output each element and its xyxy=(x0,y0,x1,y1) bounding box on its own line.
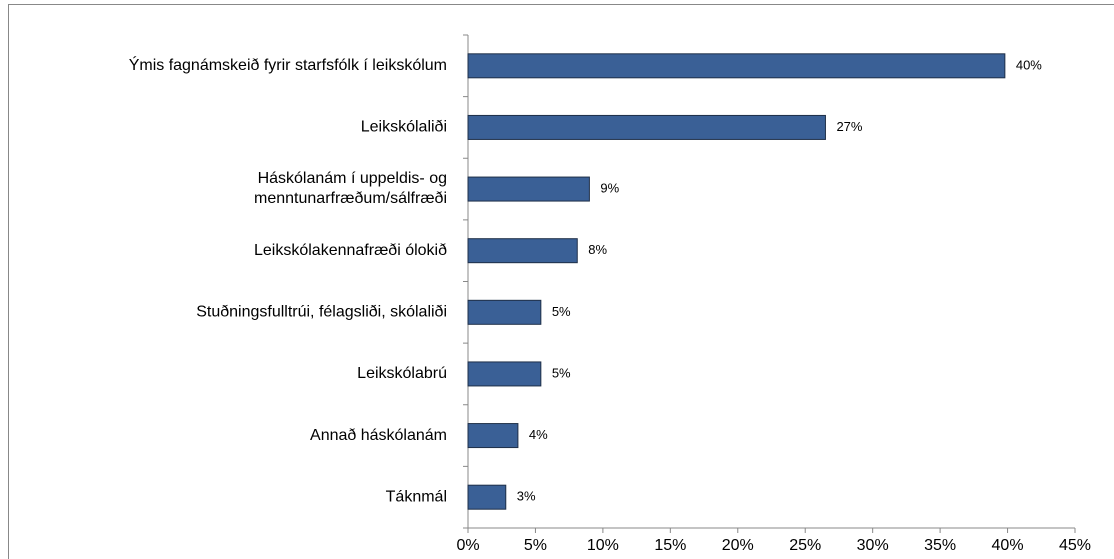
bar xyxy=(467,484,507,510)
y-tick-label: Leikskólakennafræði ólokið xyxy=(254,242,447,259)
data-label: 9% xyxy=(600,181,619,196)
y-tick-label: Ýmis fagnámskeið fyrir starfsfólk í leik… xyxy=(129,55,447,74)
data-label: 3% xyxy=(517,489,536,504)
y-tick-label: Leikskólabrú xyxy=(357,365,447,382)
data-label: 5% xyxy=(552,304,571,319)
y-tick-label: Stuðningsfulltrúi, félagsliði, skólaliði xyxy=(196,304,447,321)
y-tick-label: Annað háskólanám xyxy=(310,427,447,444)
bar xyxy=(467,114,826,140)
data-label: 8% xyxy=(588,242,607,257)
bar xyxy=(467,361,542,387)
chart-frame xyxy=(8,4,1114,559)
y-tick-label: Háskólanám í uppeldis- og menntunarfræðum… xyxy=(254,170,447,207)
bar xyxy=(467,176,590,202)
data-label: 5% xyxy=(552,365,571,380)
x-tick-label: 10% xyxy=(587,537,619,554)
bar xyxy=(467,53,1006,79)
x-tick-label: 35% xyxy=(924,537,956,554)
x-tick-label: 30% xyxy=(857,537,889,554)
bar xyxy=(467,238,578,264)
data-label: 27% xyxy=(836,119,862,134)
bar xyxy=(467,423,519,449)
x-tick-label: 20% xyxy=(722,537,754,554)
y-tick-label: Táknmál xyxy=(386,488,447,505)
x-tick-label: 15% xyxy=(654,537,686,554)
data-label: 40% xyxy=(1016,57,1042,72)
x-tick-label: 25% xyxy=(789,537,821,554)
x-tick-label: 40% xyxy=(992,537,1024,554)
x-tick-label: 45% xyxy=(1059,537,1091,554)
x-tick-label: 0% xyxy=(456,537,479,554)
data-label: 4% xyxy=(529,427,548,442)
bar xyxy=(467,299,542,325)
x-tick-label: 5% xyxy=(524,537,547,554)
y-tick-label: Leikskólaliði xyxy=(361,119,447,136)
